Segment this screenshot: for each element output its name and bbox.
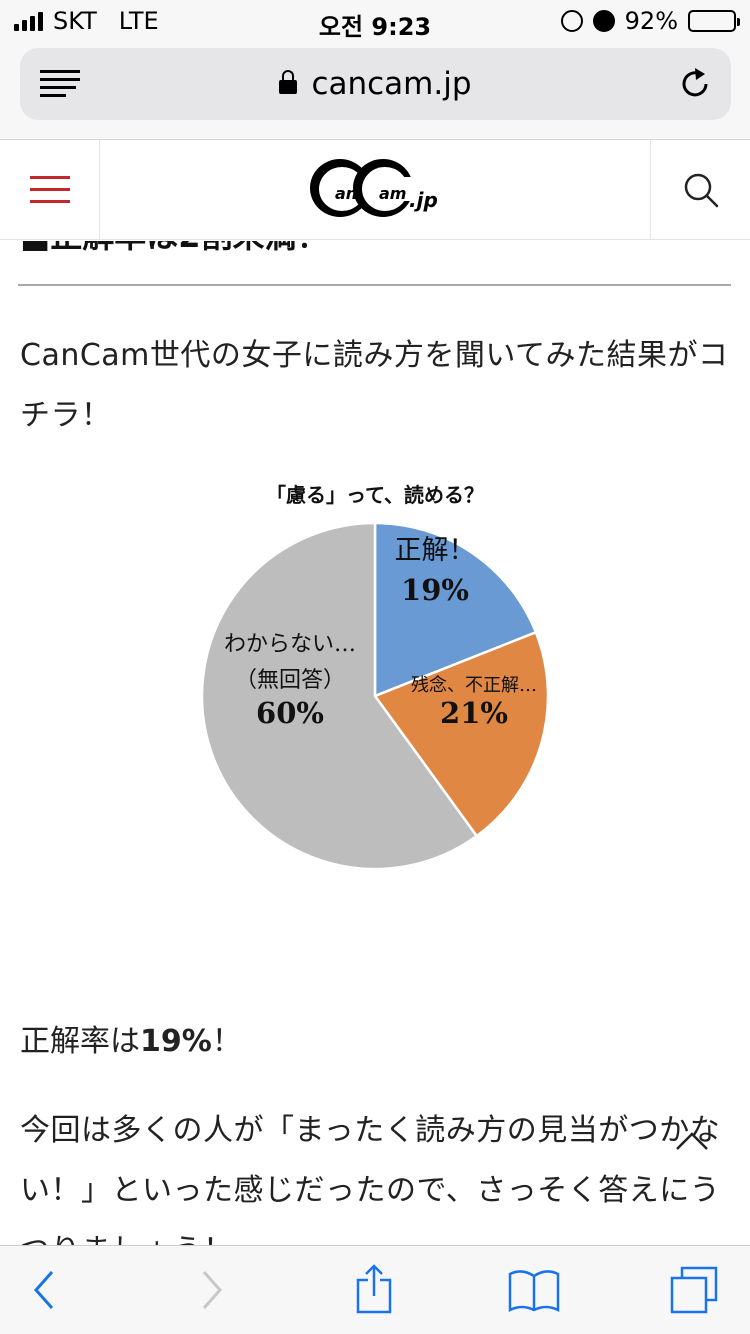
battery-icon xyxy=(688,10,740,32)
forward-icon[interactable] xyxy=(184,1264,240,1316)
bookmarks-icon[interactable] xyxy=(506,1264,562,1316)
rate-suffix: ！ xyxy=(211,1024,242,1059)
pie-slice xyxy=(373,630,550,838)
slice-value-label: 21% xyxy=(440,696,508,730)
battery-percent: 92% xyxy=(624,7,678,35)
browser-toolbar xyxy=(0,1245,750,1334)
cancam-logo[interactable]: an am .jp xyxy=(305,155,450,225)
rate-prefix: 正解率は xyxy=(20,1024,140,1059)
answer-paragraph: 今回は多くの人が「まったく読み方の見当がつかない！」といった感じだったので、さっ… xyxy=(20,1113,721,1245)
carrier-label: SKT xyxy=(53,7,97,35)
search-button[interactable] xyxy=(650,140,750,240)
pie-slice xyxy=(200,521,479,871)
rate-value: 19% xyxy=(140,1024,212,1059)
chevron-up-icon[interactable] xyxy=(674,1130,710,1152)
heading-divider xyxy=(18,284,731,286)
signal-icon xyxy=(14,11,43,31)
slice-label: 残念、不正解… xyxy=(411,674,537,696)
chart-title: 「慮る」って、読める？ xyxy=(266,483,484,507)
browser-address-area: cancam.jp xyxy=(0,40,750,140)
reload-icon[interactable] xyxy=(677,66,713,102)
share-icon[interactable] xyxy=(346,1264,402,1316)
network-label: LTE xyxy=(118,7,159,35)
back-icon[interactable] xyxy=(16,1264,72,1316)
correct-rate-text: 正解率は19%！ xyxy=(20,1016,242,1060)
hamburger-menu-button[interactable] xyxy=(0,140,100,240)
slice-value-label: 60% xyxy=(256,696,324,730)
pie-chart-svg: 正解！ 19% 残念、不正解…21% わからない… （無回答） 60% xyxy=(200,521,550,871)
site-header: an am .jp xyxy=(0,140,750,240)
svg-text:am: am xyxy=(379,184,406,203)
lock-icon xyxy=(279,70,298,94)
rotation-lock-icon xyxy=(560,10,583,32)
alarm-icon xyxy=(592,10,615,32)
status-bar: SKT LTE 오전 9:23 92% xyxy=(0,0,750,41)
reader-icon[interactable] xyxy=(40,70,80,98)
slice-value-label: 19% xyxy=(401,573,469,607)
address-bar[interactable]: cancam.jp xyxy=(20,48,731,120)
slice-label: わからない… xyxy=(224,632,356,657)
tabs-icon[interactable] xyxy=(666,1264,722,1316)
slice-label: 正解！ xyxy=(395,535,476,566)
article-heading: ■正解率は2割未満！ xyxy=(20,241,329,257)
pie-chart: 「慮る」って、読める？ 正解！ 19% 残念、不正解… 21% わからない… （無回答） 6… xyxy=(0,461,750,881)
pie-slice xyxy=(373,521,538,698)
article: ■正解率は2割未満！ CanCam世代の女子に読み方を聞いてみた結果がコチラ！ … xyxy=(0,241,750,1245)
svg-text:an: an xyxy=(335,184,357,203)
slice-label: （無回答） xyxy=(235,668,345,693)
svg-text:.jp: .jp xyxy=(409,188,438,212)
url-display[interactable]: cancam.jp xyxy=(20,66,731,102)
intro-paragraph: CanCam世代の女子に読み方を聞いてみた結果がコチラ！ xyxy=(20,338,729,433)
url-text: cancam.jp xyxy=(311,66,472,102)
search-icon xyxy=(684,173,719,208)
status-time: 오전 9:23 xyxy=(318,13,432,41)
